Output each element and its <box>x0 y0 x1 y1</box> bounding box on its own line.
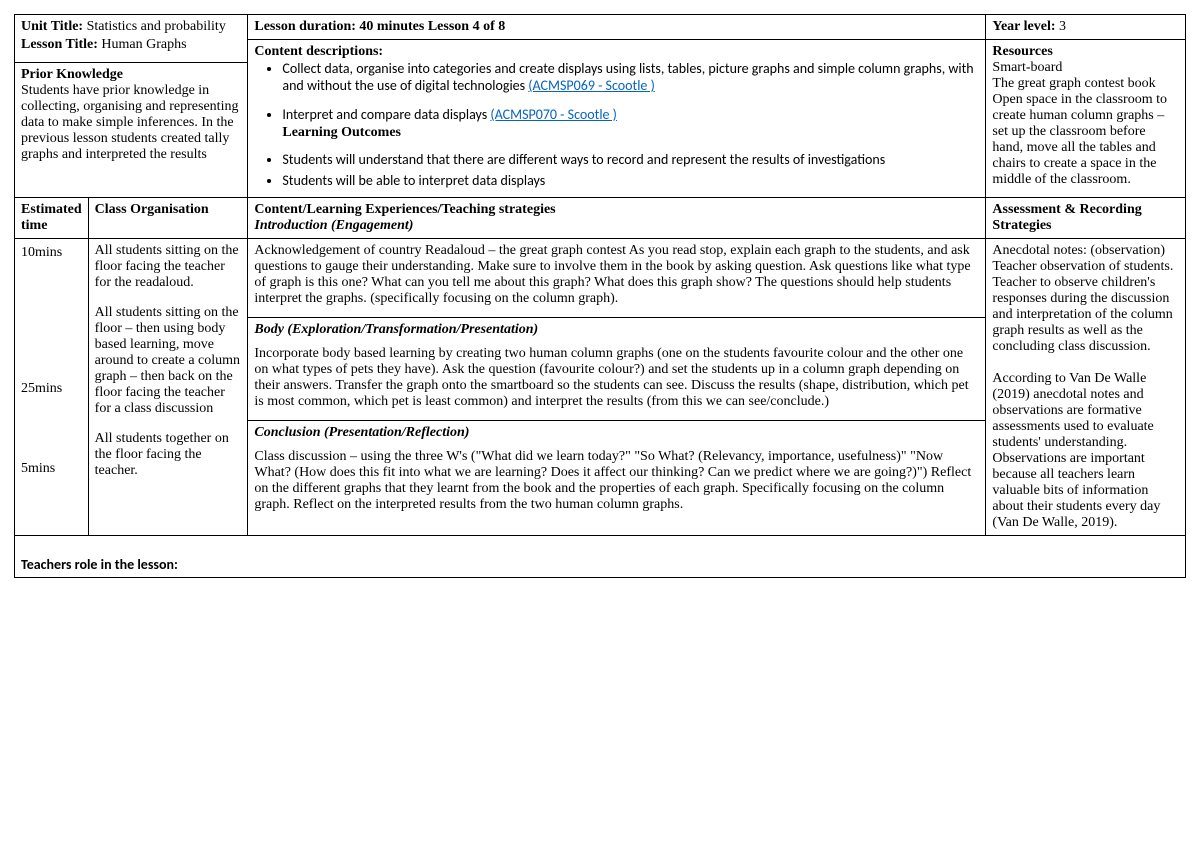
year-level-value: 3 <box>1059 19 1066 34</box>
est-time-label: Estimated time <box>21 202 82 233</box>
org-3: All students together on the floor facin… <box>95 431 242 479</box>
lesson-plan-table: Unit Title: Statistics and probability L… <box>14 14 1186 578</box>
body-label: Body (Exploration/Transformation/Present… <box>254 322 979 338</box>
body-header-row: Estimated time Class Organisation Conten… <box>15 198 1186 239</box>
org-cell: All students sitting on the floor facing… <box>88 239 248 536</box>
assessment-body: Anecdotal notes: (observation) Teacher o… <box>992 243 1179 531</box>
cd-item-2: Interpret and compare data displays (ACM… <box>282 106 979 141</box>
footer-row: Teachers role in the lesson: <box>15 536 1186 578</box>
unit-title-line: Unit Title: Statistics and probability <box>21 19 241 35</box>
lesson-title-label: Lesson Title: <box>21 37 98 52</box>
body-content-row: 10mins 25mins 5mins All students sitting… <box>15 239 1186 536</box>
content-descriptions-label: Content descriptions: <box>254 44 979 60</box>
teachers-role-label: Teachers role in the lesson: <box>21 556 178 573</box>
content-label: Content/Learning Experiences/Teaching st… <box>254 202 979 218</box>
lo-item-2: Students will be able to interpret data … <box>282 172 979 189</box>
time-3: 5mins <box>21 461 82 477</box>
header-row-1: Unit Title: Statistics and probability L… <box>15 15 1186 40</box>
class-org-label: Class Organisation <box>95 202 209 217</box>
lesson-duration: Lesson duration: 40 minutes Lesson 4 of … <box>254 19 505 34</box>
conclusion-label: Conclusion (Presentation/Reflection) <box>254 425 979 441</box>
lo-item-1: Students will understand that there are … <box>282 151 979 168</box>
cd2-link[interactable]: (ACMSP070 - Scootle ) <box>490 106 617 123</box>
intro-label: Introduction (Engagement) <box>254 218 979 234</box>
unit-title-label: Unit Title: <box>21 19 83 34</box>
content-cell: Acknowledgement of country Readaloud – t… <box>248 239 986 536</box>
resources-label: Resources <box>992 44 1179 60</box>
time-1: 10mins <box>21 245 82 261</box>
cd-item-1: Collect data, organise into categories a… <box>282 60 979 94</box>
prior-knowledge-label: Prior Knowledge <box>21 67 241 83</box>
time-2: 25mins <box>21 381 82 397</box>
assessment-cell: Anecdotal notes: (observation) Teacher o… <box>986 239 1186 536</box>
body-text: Incorporate body based learning by creat… <box>248 342 985 420</box>
org-2: All students sitting on the floor – then… <box>95 305 242 417</box>
content-descriptions-list: Collect data, organise into categories a… <box>282 60 979 189</box>
intro-body: Acknowledgement of country Readaloud – t… <box>248 239 985 317</box>
org-1: All students sitting on the floor facing… <box>95 243 242 291</box>
lesson-title-value: Human Graphs <box>101 37 186 52</box>
cd1-link[interactable]: (ACMSP069 - Scootle ) <box>528 77 655 94</box>
assessment-label: Assessment & Recording Strategies <box>992 202 1141 233</box>
cd2-text: Interpret and compare data displays <box>282 106 490 123</box>
prior-knowledge-body: Students have prior knowledge in collect… <box>21 83 241 163</box>
resources-body: Smart-board The great graph contest book… <box>992 60 1179 188</box>
unit-title-value: Statistics and probability <box>87 19 226 34</box>
year-level-label: Year level: <box>992 19 1055 34</box>
conclusion-text: Class discussion – using the three W's (… <box>248 445 985 523</box>
time-cell: 10mins 25mins 5mins <box>15 239 89 536</box>
lesson-title-line: Lesson Title: Human Graphs <box>21 37 241 53</box>
learning-outcomes-label: Learning Outcomes <box>282 125 979 141</box>
